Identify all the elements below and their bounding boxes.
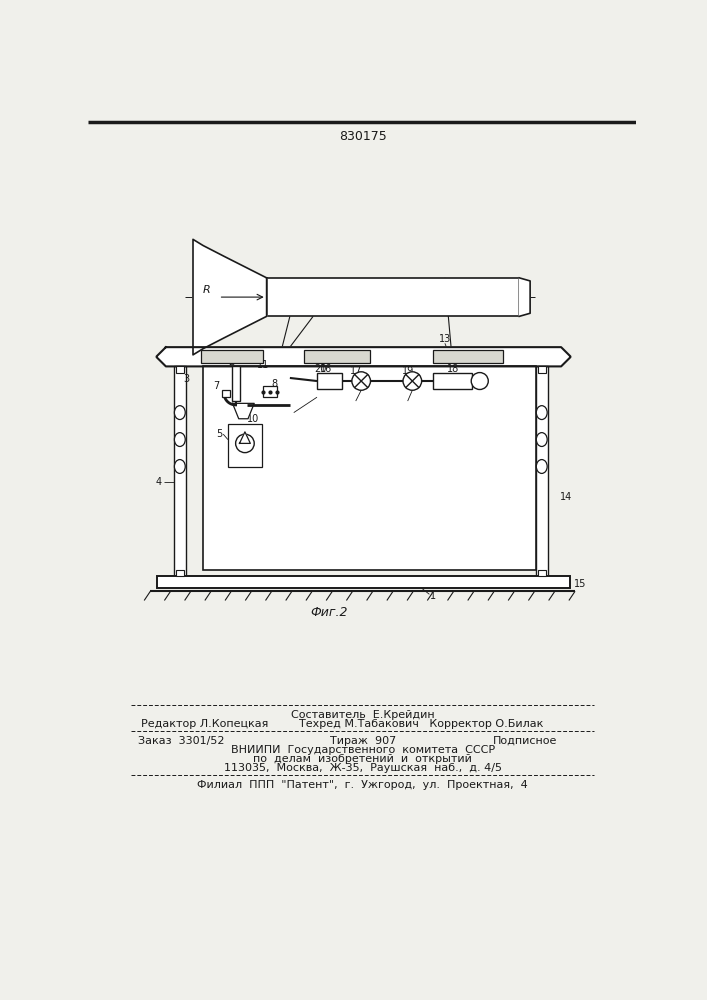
Polygon shape <box>193 239 267 355</box>
Ellipse shape <box>537 406 547 420</box>
Bar <box>232 366 240 401</box>
Text: 10: 10 <box>247 414 259 424</box>
Bar <box>176 570 184 576</box>
Bar <box>203 366 537 570</box>
Text: 20: 20 <box>315 364 327 374</box>
Polygon shape <box>233 403 255 419</box>
Text: Филиал  ППП  "Патент",  г.  Ужгород,  ул.  Проектная,  4: Филиал ППП "Патент", г. Ужгород, ул. Про… <box>197 780 528 790</box>
Text: 11: 11 <box>257 360 269 370</box>
Text: 3: 3 <box>184 374 190 384</box>
Bar <box>433 350 503 363</box>
Text: 1: 1 <box>430 591 436 601</box>
Circle shape <box>403 372 421 390</box>
Text: Подписное: Подписное <box>493 736 557 746</box>
Bar <box>228 424 262 467</box>
Bar <box>267 278 519 316</box>
Bar <box>538 366 546 373</box>
Bar <box>433 373 472 389</box>
Text: 8: 8 <box>271 379 277 389</box>
Text: 12: 12 <box>327 350 339 360</box>
Polygon shape <box>519 278 530 316</box>
Bar <box>176 366 184 373</box>
Ellipse shape <box>537 433 547 446</box>
Text: по  делам  изобретений  и  открытий: по делам изобретений и открытий <box>253 754 472 764</box>
Text: R: R <box>203 285 211 295</box>
Bar <box>538 570 546 576</box>
Text: 5: 5 <box>216 429 223 439</box>
Text: 18: 18 <box>447 364 459 374</box>
Polygon shape <box>240 432 250 443</box>
Text: Техред М.Табакович   Корректор О.Билак: Техред М.Табакович Корректор О.Билак <box>300 719 544 729</box>
Text: 16: 16 <box>320 364 332 374</box>
Bar <box>304 350 370 363</box>
Text: Фиг.2: Фиг.2 <box>310 606 347 619</box>
Text: 113035,  Москва,  Ж-35,  Раушская  наб.,  д. 4/5: 113035, Москва, Ж-35, Раушская наб., д. … <box>223 763 502 773</box>
Circle shape <box>235 434 255 453</box>
Text: 2: 2 <box>228 357 235 367</box>
Text: 7: 7 <box>213 381 219 391</box>
Bar <box>317 373 341 389</box>
Text: 15: 15 <box>574 579 587 589</box>
Text: 17: 17 <box>349 366 362 376</box>
Bar <box>263 386 276 397</box>
Polygon shape <box>156 347 571 366</box>
Bar <box>201 350 263 363</box>
Ellipse shape <box>175 460 185 473</box>
Text: 4: 4 <box>155 477 161 487</box>
Ellipse shape <box>175 433 185 446</box>
Text: 19: 19 <box>402 366 414 376</box>
Text: 13: 13 <box>439 334 451 344</box>
Text: ВНИИПИ  Государственного  комитета  СССР: ВНИИПИ Государственного комитета СССР <box>230 745 495 755</box>
Text: Тираж  907: Тираж 907 <box>329 736 396 746</box>
Text: Заказ  3301/52: Заказ 3301/52 <box>138 736 225 746</box>
Bar <box>223 389 230 397</box>
Bar <box>156 576 571 588</box>
Ellipse shape <box>537 460 547 473</box>
Text: Редактор Л.Копецкая: Редактор Л.Копецкая <box>141 719 269 729</box>
Text: 830175: 830175 <box>339 130 387 143</box>
Bar <box>174 366 186 576</box>
Ellipse shape <box>175 406 185 420</box>
Text: 14: 14 <box>561 492 573 502</box>
Text: Составитель  Е.Крейдин: Составитель Е.Крейдин <box>291 710 435 720</box>
Circle shape <box>472 373 489 389</box>
Bar <box>535 366 548 576</box>
Circle shape <box>352 372 370 390</box>
